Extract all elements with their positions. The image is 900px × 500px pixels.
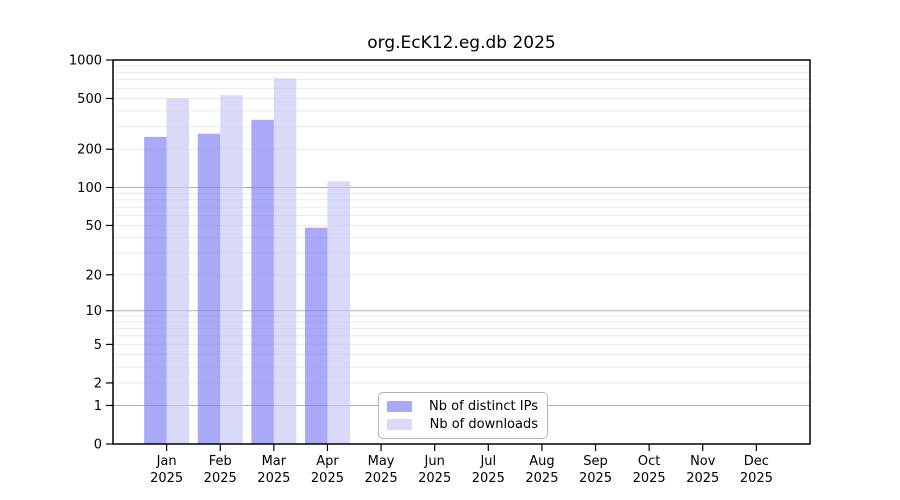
bar-downloads-mar [273, 78, 297, 444]
y-axis-tick-label: 100 [77, 181, 102, 196]
legend-label-distinct-ips: Nb of distinct IPs [429, 399, 538, 414]
x-axis-tick-label-month: Jan [156, 454, 177, 469]
legend-item-downloads: Nb of downloads [387, 416, 538, 433]
x-axis-tick-label-month: Oct [638, 454, 660, 469]
x-axis-tick-label-year: 2025 [257, 471, 290, 486]
x-axis-tick-label-year: 2025 [472, 471, 505, 486]
y-axis-tick-label: 5 [94, 338, 102, 353]
y-axis-tick-label: 0 [94, 438, 102, 453]
x-axis-tick-label-year: 2025 [686, 471, 719, 486]
x-axis-tick-label-month: Jul [479, 454, 496, 469]
y-axis-tick-label: 20 [85, 268, 102, 283]
bar-distinct-ips-mar [251, 119, 274, 444]
x-axis-tick-label-year: 2025 [579, 471, 612, 486]
y-axis-tick-label: 1 [94, 399, 102, 414]
x-axis-tick-label-year: 2025 [150, 471, 183, 486]
x-axis-tick-label-year: 2025 [525, 471, 558, 486]
x-axis-tick-label-month: May [368, 454, 395, 469]
y-axis-tick-label: 1000 [69, 54, 102, 69]
bar-distinct-ips-apr [304, 227, 328, 444]
legend-swatch-distinct-ips [387, 401, 412, 412]
legend-item-distinct-ips: Nb of distinct IPs [387, 398, 538, 415]
x-axis-tick-label-year: 2025 [633, 471, 666, 486]
x-axis-tick-label-month: Aug [529, 454, 554, 469]
x-axis-tick-label-month: Sep [583, 454, 608, 469]
bar-downloads-feb [220, 95, 243, 444]
legend-swatch-downloads [387, 419, 412, 430]
bar-distinct-ips-feb [197, 133, 221, 445]
bar-downloads-jan [166, 98, 190, 444]
x-axis-tick-label-month: Apr [316, 454, 339, 469]
bar-downloads-apr [327, 181, 350, 445]
x-axis-tick-label-year: 2025 [418, 471, 451, 486]
legend: Nb of distinct IPs Nb of downloads [378, 392, 548, 439]
chart-title: org.EcK12.eg.db 2025 [367, 33, 556, 53]
y-axis-tick-label: 500 [77, 92, 102, 107]
x-axis-tick-label-year: 2025 [311, 471, 344, 486]
y-axis-tick-label: 200 [77, 143, 102, 158]
x-axis-tick-label-month: Feb [209, 454, 232, 469]
legend-label-downloads: Nb of downloads [429, 417, 538, 432]
y-axis-tick-label: 2 [94, 376, 102, 391]
x-axis-tick-label-year: 2025 [204, 471, 237, 486]
y-axis-tick-label: 10 [85, 304, 102, 319]
x-axis-tick-label-month: Jun [424, 454, 445, 469]
bar-distinct-ips-jan [144, 136, 167, 444]
plot-border [112, 59, 811, 445]
x-axis-tick-label-month: Mar [262, 454, 287, 469]
y-axis-tick-label: 50 [85, 219, 102, 234]
x-axis-tick-label-year: 2025 [740, 471, 773, 486]
x-axis-tick-label-month: Nov [690, 454, 716, 469]
x-axis-tick-label-month: Dec [744, 454, 769, 469]
x-axis-tick-label-year: 2025 [365, 471, 398, 486]
